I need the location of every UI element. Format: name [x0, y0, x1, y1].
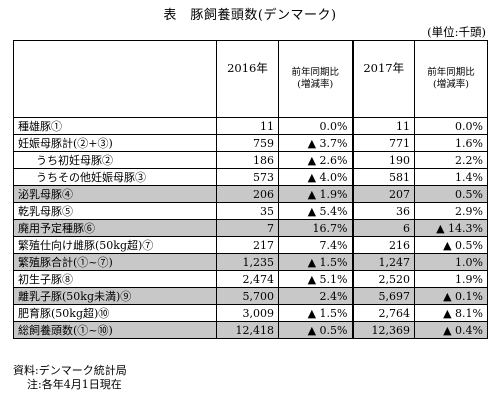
row-label: 初生子豚⑧	[13, 270, 217, 288]
value-2016: 12,418	[216, 321, 279, 339]
rate-2017: ▲ 0.5%	[414, 236, 488, 254]
source-note: 資料:デンマーク統計局	[13, 364, 127, 377]
rate-2017: ▲ 0.1%	[414, 287, 488, 305]
value-2016: 7	[216, 219, 279, 237]
rate-2016: ▲ 4.0%	[278, 168, 353, 186]
rate-2016: ▲ 1.9%	[278, 185, 353, 203]
rate-2017: 2.2%	[414, 151, 488, 169]
row-label: 乾乳母豚⑤	[13, 202, 217, 220]
notes: 資料:デンマーク統計局 注:各年4月1日現在	[13, 364, 127, 392]
rate-header-line2: (増減率)	[433, 79, 469, 90]
year-2016-header: 2016年	[216, 40, 279, 118]
row-label: 泌乳母豚④	[13, 185, 217, 203]
value-2017: 36	[351, 202, 415, 220]
pig-stock-table: 2016年 前年同期比 (増減率) 2017年 前年同期比 (増減率) 種雄豚①…	[13, 40, 488, 339]
value-2016: 2,474	[216, 270, 279, 288]
rate-2016: ▲ 0.5%	[278, 321, 353, 339]
year-2017-header: 2017年	[351, 40, 415, 118]
row-label: 繁殖仕向け雌豚(50kg超)⑦	[13, 236, 217, 254]
value-2017: 207	[351, 185, 415, 203]
table-row: 泌乳母豚④ 206 ▲ 1.9% 207 0.5%	[13, 185, 488, 203]
unit-label: (単位:千頭)	[427, 25, 486, 39]
rate-header-line2: (増減率)	[297, 79, 334, 90]
rate-2017: ▲ 14.3%	[414, 219, 488, 237]
row-label: うちその他妊娠母豚③	[13, 168, 217, 186]
value-2016: 11	[216, 117, 279, 135]
rate-2017: 1.6%	[414, 134, 488, 152]
table-row: 廃用予定種豚⑥ 7 16.7% 6 ▲ 14.3%	[13, 219, 488, 237]
value-2017: 190	[351, 151, 415, 169]
table-row: 妊娠母豚計(②+③) 759 ▲ 3.7% 771 1.6%	[13, 134, 488, 152]
header-row: 2016年 前年同期比 (増減率) 2017年 前年同期比 (増減率)	[13, 40, 488, 118]
table-row: 離乳子豚(50kg未満)⑨ 5,700 2.4% 5,697 ▲ 0.1%	[13, 287, 488, 305]
row-label: 離乳子豚(50kg未満)⑨	[13, 287, 217, 305]
value-2016: 573	[216, 168, 279, 186]
rate-2017: 1.0%	[414, 253, 488, 271]
value-2016: 5,700	[216, 287, 279, 305]
row-label: うち初妊母豚②	[13, 151, 217, 169]
value-2016: 217	[216, 236, 279, 254]
row-label: 肥育豚(50kg超)⑩	[13, 304, 217, 322]
rate-2016: ▲ 5.4%	[278, 202, 353, 220]
table-title: 表 豚飼養頭数(デンマーク)	[163, 8, 337, 23]
value-2017: 581	[351, 168, 415, 186]
row-label: 繁殖豚合計(①~⑦)	[13, 253, 217, 271]
rate-2016: ▲ 5.1%	[278, 270, 353, 288]
value-2016: 35	[216, 202, 279, 220]
row-label: 総飼養頭数(①~⑩)	[13, 321, 217, 339]
date-note: 注:各年4月1日現在	[27, 378, 122, 391]
rate-header-line1: 前年同期比	[427, 67, 475, 78]
rate-2016-header: 前年同期比 (増減率)	[278, 40, 353, 118]
rate-2017: 0.5%	[414, 185, 488, 203]
value-2017: 2,520	[351, 270, 415, 288]
table-row: 肥育豚(50kg超)⑩ 3,009 ▲ 1.5% 2,764 ▲ 8.1%	[13, 304, 488, 322]
category-header	[13, 40, 217, 118]
row-label: 種雄豚①	[13, 117, 217, 135]
rate-header-line1: 前年同期比	[291, 67, 339, 78]
table-row: 初生子豚⑧ 2,474 ▲ 5.1% 2,520 1.9%	[13, 270, 488, 288]
value-2017: 12,369	[351, 321, 415, 339]
value-2016: 186	[216, 151, 279, 169]
rate-2017: 0.0%	[414, 117, 488, 135]
value-2017: 771	[351, 134, 415, 152]
rate-2017: 2.9%	[414, 202, 488, 220]
value-2017: 216	[351, 236, 415, 254]
table-row: 繁殖豚合計(①~⑦) 1,235 ▲ 1.5% 1,247 1.0%	[13, 253, 488, 271]
value-2017: 11	[351, 117, 415, 135]
value-2017: 2,764	[351, 304, 415, 322]
rate-2016: 2.4%	[278, 287, 353, 305]
rate-2016: 0.0%	[278, 117, 353, 135]
rate-2016: ▲ 1.5%	[278, 304, 353, 322]
value-2016: 206	[216, 185, 279, 203]
rate-2016: 7.4%	[278, 236, 353, 254]
row-label: 廃用予定種豚⑥	[13, 219, 217, 237]
rate-2016: ▲ 2.6%	[278, 151, 353, 169]
value-2016: 3,009	[216, 304, 279, 322]
rate-2016: ▲ 1.5%	[278, 253, 353, 271]
rate-2017-header: 前年同期比 (増減率)	[414, 40, 488, 118]
row-label: 妊娠母豚計(②+③)	[13, 134, 217, 152]
table-row: 繁殖仕向け雌豚(50kg超)⑦ 217 7.4% 216 ▲ 0.5%	[13, 236, 488, 254]
rate-2017: ▲ 8.1%	[414, 304, 488, 322]
rate-2016: 16.7%	[278, 219, 353, 237]
value-2017: 1,247	[351, 253, 415, 271]
rate-2017: 1.9%	[414, 270, 488, 288]
value-2017: 5,697	[351, 287, 415, 305]
table-row: 総飼養頭数(①~⑩) 12,418 ▲ 0.5% 12,369 ▲ 0.4%	[13, 321, 488, 339]
table-row: 乾乳母豚⑤ 35 ▲ 5.4% 36 2.9%	[13, 202, 488, 220]
value-2016: 759	[216, 134, 279, 152]
value-2017: 6	[351, 219, 415, 237]
rate-2016: ▲ 3.7%	[278, 134, 353, 152]
value-2016: 1,235	[216, 253, 279, 271]
rate-2017: 1.4%	[414, 168, 488, 186]
rate-2017: ▲ 0.4%	[414, 321, 488, 339]
table-row: 種雄豚① 11 0.0% 11 0.0%	[13, 117, 488, 135]
table-row: うちその他妊娠母豚③ 573 ▲ 4.0% 581 1.4%	[13, 168, 488, 186]
table-row: うち初妊母豚② 186 ▲ 2.6% 190 2.2%	[13, 151, 488, 169]
